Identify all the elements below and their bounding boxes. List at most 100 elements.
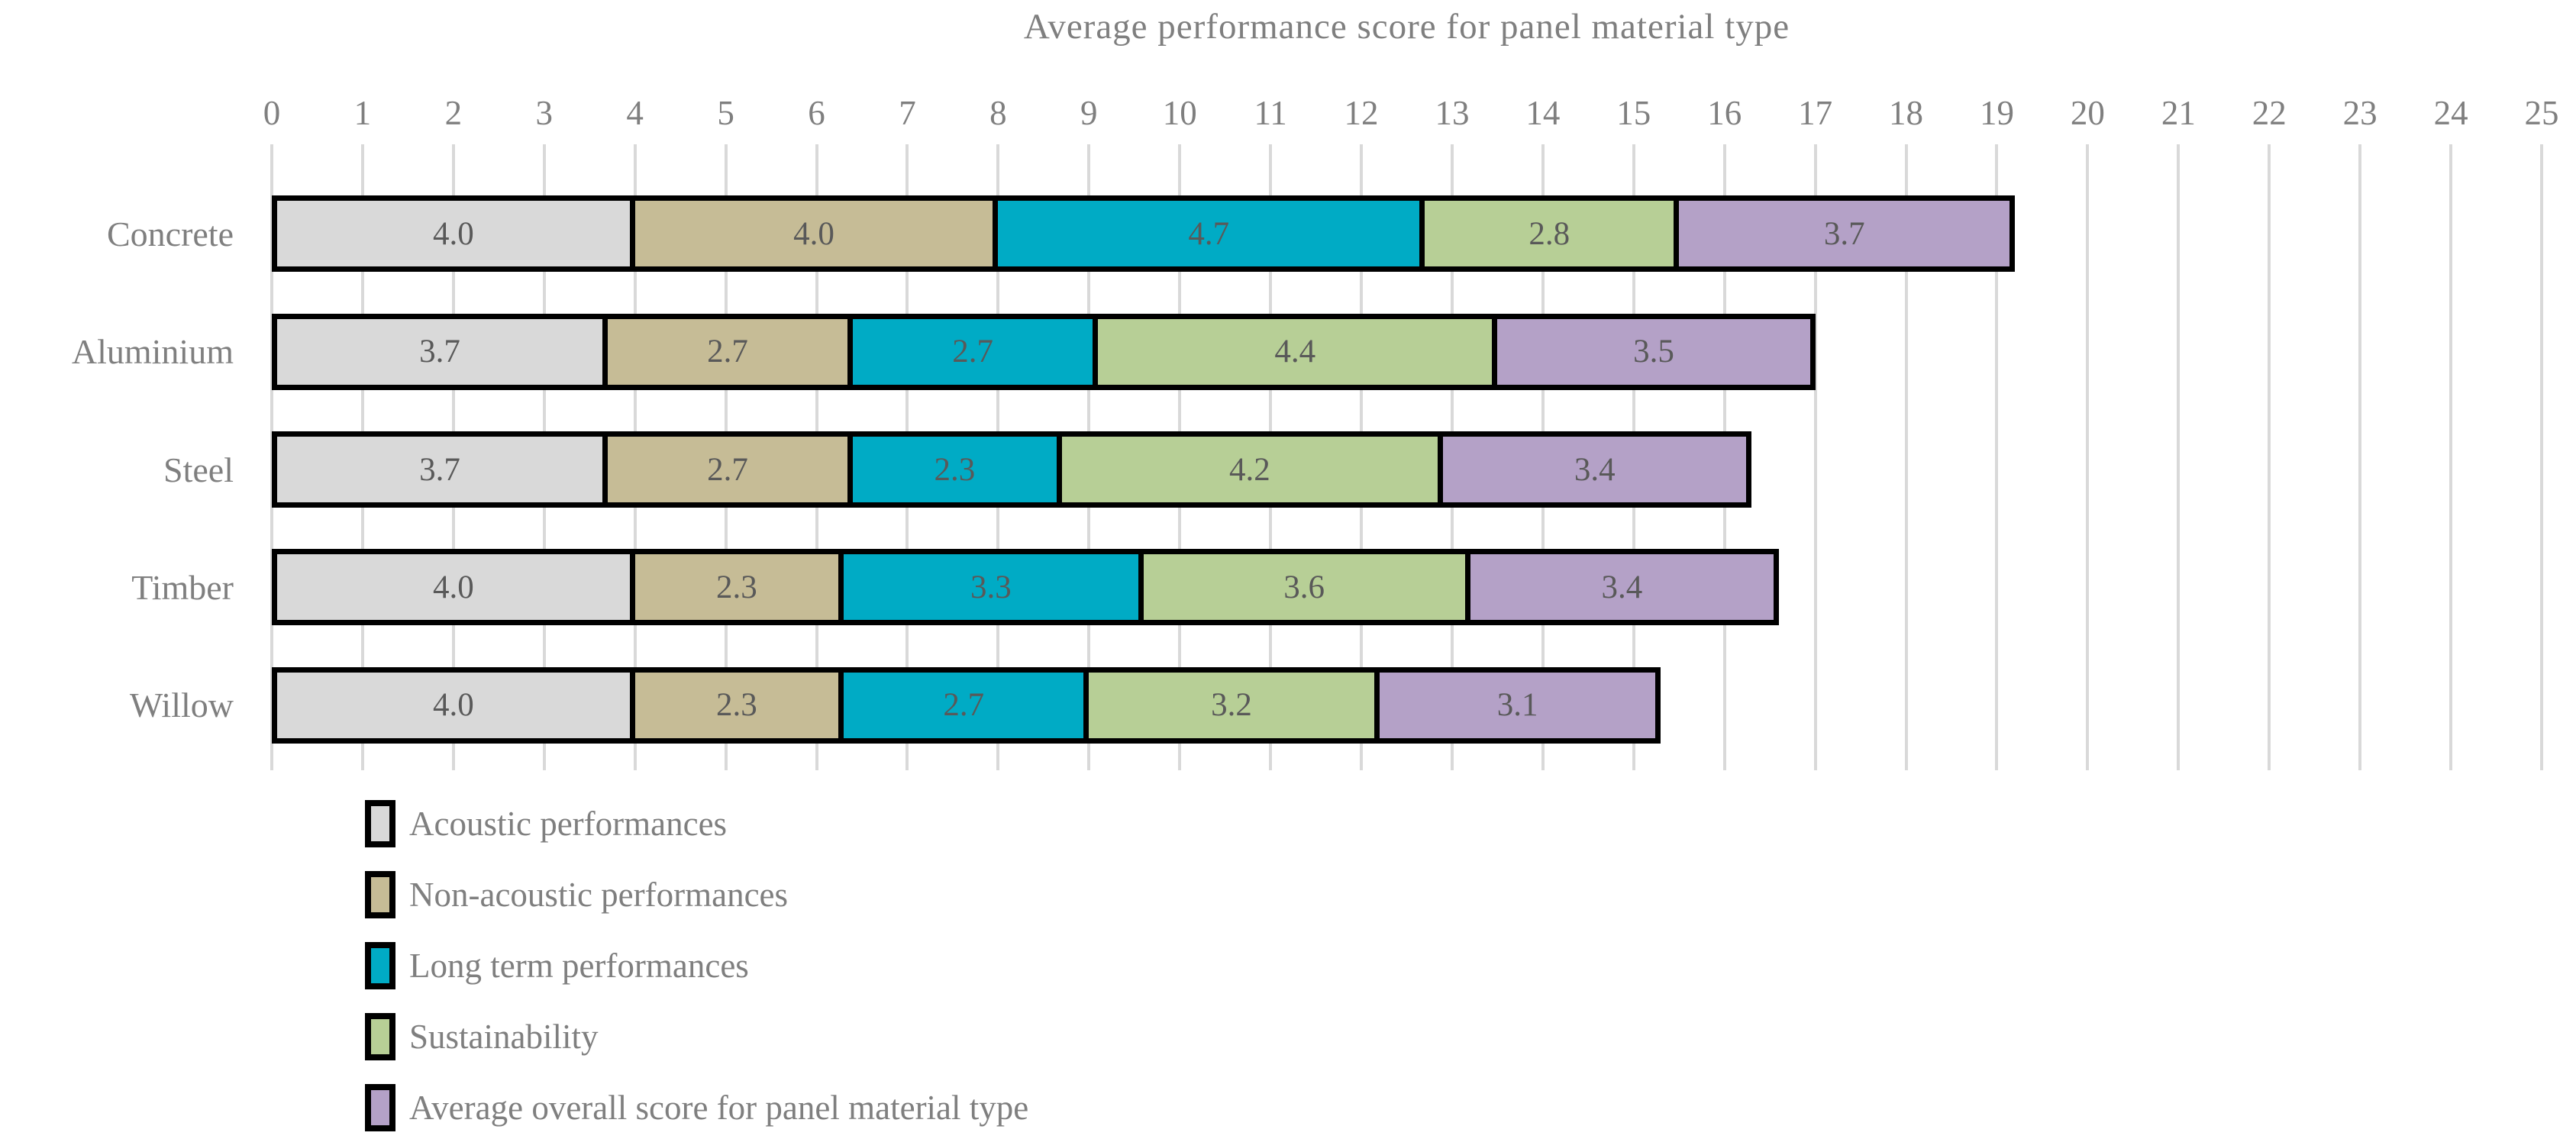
bar-segment: 4.0	[272, 195, 635, 273]
bar-row-concrete: Concrete 4.0 4.0 4.7 2.8 3.7	[107, 175, 2542, 292]
plot-area: Concrete 4.0 4.0 4.7 2.8 3.7 Aluminium 3.7 2.7 2.…	[72, 144, 2543, 770]
x-axis-tick-label: 24	[2433, 94, 2468, 132]
x-axis-tick-label: 7	[899, 94, 916, 132]
bar-track: 4.0 4.0 4.7 2.8 3.7	[272, 195, 2542, 273]
x-axis-tick-label: 9	[1080, 94, 1098, 132]
segment-value-label: 3.7	[419, 334, 460, 370]
x-axis-tick-label: 8	[989, 94, 1007, 132]
category-label: Willow	[129, 686, 234, 725]
grid-line	[2540, 144, 2543, 770]
x-axis-tick-label: 15	[1616, 94, 1651, 132]
bar-segment: 3.2	[1089, 666, 1380, 744]
grid-line	[1995, 144, 1999, 770]
legend-item: Average overall score for panel material…	[365, 1072, 1028, 1139]
segment-value-label: 3.5	[1633, 334, 1674, 370]
legend-item: Sustainability	[365, 1001, 1028, 1072]
segment-value-label: 3.4	[1601, 569, 1643, 605]
segment-value-label: 2.8	[1528, 215, 1570, 252]
segment-value-label: 2.3	[716, 687, 757, 724]
bar-segment: 2.7	[844, 666, 1089, 744]
segment-value-label: 3.7	[419, 451, 460, 488]
legend-label: Long term performances	[409, 946, 749, 985]
bar-segment: 3.4	[1470, 549, 1780, 626]
x-axis-tick-label: 17	[1798, 94, 1833, 132]
grid-line	[2449, 144, 2453, 770]
segment-value-label: 4.0	[793, 215, 834, 252]
segment-value-label: 4.0	[432, 569, 474, 605]
legend: Acoustic performances Non-acoustic perfor…	[365, 788, 1028, 1139]
x-axis-tick-label: 1	[353, 94, 372, 132]
legend-item: Acoustic performances	[365, 788, 1028, 859]
segment-value-label: 2.7	[943, 687, 985, 724]
bar-segment: 3.4	[1443, 431, 1752, 508]
bar-segment: 3.6	[1143, 549, 1470, 626]
segment-value-label: 3.2	[1211, 687, 1252, 724]
x-axis-tick-label: 12	[1344, 94, 1379, 132]
x-axis-tick-label: 16	[1707, 94, 1742, 132]
segment-value-label: 3.4	[1574, 451, 1616, 488]
x-axis-tick-label: 2	[444, 94, 463, 132]
bar-segment: 2.7	[608, 431, 854, 508]
segment-value-label: 2.7	[952, 334, 993, 370]
grid-line	[2177, 144, 2181, 770]
chart-title: Average performance score for panel mate…	[1023, 7, 1790, 47]
x-axis-tick-label: 20	[2070, 94, 2105, 132]
category-label: Concrete	[106, 214, 234, 253]
category-label: Aluminium	[71, 332, 234, 372]
bar-segment: 4.0	[272, 549, 635, 626]
x-axis-tick-label: 22	[2252, 94, 2287, 132]
x-axis-tick-label: 0	[263, 94, 281, 132]
bar-segment: 4.7	[998, 195, 1425, 273]
bar-segment: 3.7	[1679, 195, 2016, 273]
segment-value-label: 3.3	[970, 569, 1012, 605]
grid-line	[2358, 144, 2362, 770]
legend-swatch	[365, 870, 395, 918]
legend-label: Acoustic performances	[409, 804, 728, 843]
legend-item: Non-acoustic performances	[365, 859, 1028, 930]
bar-segment: 4.2	[1061, 431, 1444, 508]
bar-segment: 3.5	[1497, 313, 1816, 390]
bar-segment: 3.7	[272, 431, 608, 508]
bar-segment: 2.8	[1425, 195, 1680, 273]
legend-item: Long term performances	[365, 930, 1028, 1001]
category-label: Steel	[163, 450, 234, 489]
bar-segment: 3.1	[1379, 666, 1661, 744]
category-label: Timber	[131, 567, 234, 607]
x-axis-tick-label: 19	[1979, 94, 2014, 132]
x-axis-tick-label: 13	[1435, 94, 1470, 132]
bar-segment: 2.7	[608, 313, 854, 390]
bar-row-aluminium: Aluminium 3.7 2.7 2.7 4.4 3.5	[72, 292, 2542, 410]
bar-track: 3.7 2.7 2.3 4.2 3.4	[272, 431, 2542, 508]
bar-segment: 2.3	[853, 431, 1062, 508]
legend-label: Average overall score for panel material…	[409, 1088, 1029, 1127]
bar-segment: 3.7	[272, 313, 608, 390]
legend-swatch	[365, 799, 395, 847]
bar-segment: 2.7	[853, 313, 1099, 390]
legend-swatch	[365, 1083, 395, 1131]
segment-value-label: 4.4	[1274, 334, 1316, 370]
x-axis-tick-label: 18	[1889, 94, 1924, 132]
bars-layer: Concrete 4.0 4.0 4.7 2.8 3.7 Aluminium 3.7 2.7 2.…	[72, 175, 2542, 764]
grid-line	[2086, 144, 2090, 770]
segment-value-label: 2.3	[934, 451, 976, 488]
bar-segment: 4.0	[272, 666, 635, 744]
legend-label: Sustainability	[409, 1017, 599, 1056]
bar-segment: 4.4	[1098, 313, 1498, 390]
bar-track: 4.0 2.3 2.7 3.2 3.1	[272, 666, 2542, 744]
x-axis-tick-label: 5	[717, 94, 734, 132]
x-axis-tick-label: 3	[535, 94, 554, 132]
x-axis-tick-label: 14	[1525, 94, 1561, 132]
segment-value-label: 2.3	[716, 569, 757, 605]
x-axis-tick-label: 25	[2524, 94, 2559, 132]
bar-row-timber: Timber 4.0 2.3 3.3 3.6 3.4	[131, 528, 2542, 646]
bar-segment: 2.3	[634, 666, 844, 744]
segment-value-label: 4.0	[432, 215, 474, 252]
x-axis-tick-label: 6	[808, 94, 825, 132]
grid-line	[1813, 144, 1817, 770]
legend-swatch	[365, 941, 395, 989]
bar-row-steel: Steel 3.7 2.7 2.3 4.2 3.4	[163, 411, 2542, 528]
segment-value-label: 3.1	[1496, 687, 1538, 724]
bar-track: 4.0 2.3 3.3 3.6 3.4	[272, 549, 2542, 626]
legend-label: Non-acoustic performances	[409, 875, 789, 914]
